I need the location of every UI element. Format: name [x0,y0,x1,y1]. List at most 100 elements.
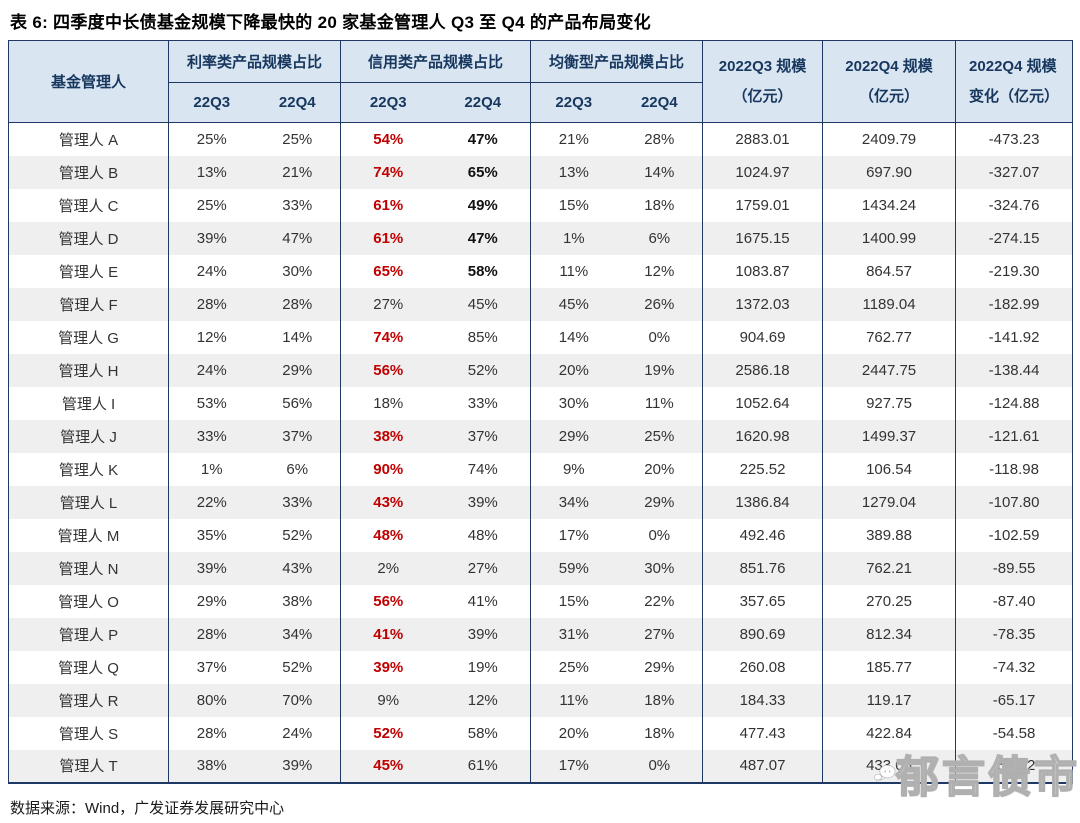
cell-credit-22q4: 49% [467,196,498,214]
cell-credit-22q3: 48% [340,518,436,552]
cell-scale-change: -141.92 [955,320,1073,354]
table-row: 管理人 F 28% 28% 27% 45% 45% 26% 1372.03 11… [8,287,1073,321]
cell-rate-22q4: 70% [282,691,313,709]
cell-scale-change: -219.30 [955,254,1073,288]
cell-balanced-22q4: 26% [644,295,675,313]
cell-rate-22q4: 29% [282,361,313,379]
cell-rate-22q3: 13% [168,155,255,189]
cell-credit-22q3: 90% [340,452,436,486]
cell-scale-change: -324.76 [955,188,1073,222]
cell-scale-2022q3: 2586.18 [702,353,823,387]
table-row: 管理人 Q 37% 52% 39% 19% 25% 29% 260.08 185… [9,650,1073,684]
cell-balanced-22q3: 20% [530,353,617,387]
cell-rate-22q4: 21% [282,163,313,181]
cell-scale-2022q4: 433.05 [822,749,956,783]
cell-credit-22q3: 27% [340,287,436,321]
cell-credit-22q4: 74% [467,460,498,478]
table-row: 管理人 O 29% 38% 56% 41% 15% 22% 357.65 270… [9,584,1073,618]
cell-manager-name: 管理人 T [59,758,118,775]
cell-credit-22q4: 27% [467,559,498,577]
header-group-balanced: 均衡型产品规模占比 [530,40,703,83]
table-row: 管理人 E 24% 30% 65% 58% 11% 12% 1083.87 86… [9,254,1073,288]
cell-scale-2022q4: 762.77 [822,320,956,354]
table-row: 管理人 D 39% 47% 61% 47% 1% 6% 1675.15 1400… [8,221,1073,255]
cell-scale-2022q4: 270.25 [822,584,956,618]
cell-rate-22q3: 35% [168,518,255,552]
cell-scale-2022q3: 1024.97 [702,155,823,189]
cell-balanced-22q4: 20% [644,460,675,478]
cell-rate-22q3: 28% [168,716,255,750]
header-credit-22q3: 22Q3 [340,82,436,123]
cell-rate-22q4: 37% [282,427,313,445]
cell-scale-change: -121.61 [955,419,1073,453]
cell-scale-2022q3: 487.07 [702,749,823,783]
cell-scale-change: -327.07 [955,155,1073,189]
cell-rate-22q4: 34% [282,625,313,643]
cell-scale-2022q3: 890.69 [702,617,823,651]
cell-scale-2022q3: 1386.84 [702,485,823,519]
cell-credit-22q4: 52% [467,361,498,379]
cell-rate-22q4: 33% [282,493,313,511]
cell-rate-22q4: 56% [282,394,313,412]
cell-credit-22q4: 48% [467,526,498,544]
cell-balanced-22q4: 22% [644,592,675,610]
cell-balanced-22q3: 31% [530,617,617,651]
cell-rate-22q4: 43% [282,559,313,577]
cell-scale-2022q3: 1083.87 [702,254,823,288]
cell-manager-name: 管理人 D [58,230,119,248]
cell-credit-22q3: 43% [340,485,436,519]
cell-credit-22q4: 65% [467,163,498,181]
cell-scale-2022q3: 851.76 [702,551,823,585]
header-group-rate: 利率类产品规模占比 [167,40,341,83]
cell-scale-change: -182.99 [955,287,1073,321]
cell-manager-name: 管理人 E [58,263,119,281]
header-rate-22q4: 22Q4 [254,82,341,123]
header-balanced-22q4: 22Q4 [616,82,703,123]
cell-manager-name: 管理人 A [58,131,119,149]
cell-rate-22q4: 6% [286,460,309,478]
cell-scale-2022q4: 927.75 [822,386,956,420]
cell-rate-22q4: 52% [282,658,313,676]
cell-credit-22q3: 74% [340,155,436,189]
cell-rate-22q3: 37% [168,650,255,684]
cell-rate-22q4: 24% [282,724,313,742]
cell-balanced-22q3: 34% [530,485,617,519]
cell-scale-2022q4: 1434.24 [822,188,956,222]
cell-rate-22q3: 1% [168,452,255,486]
cell-credit-22q3: 74% [340,320,436,354]
cell-balanced-22q4: 6% [648,229,671,247]
cell-balanced-22q3: 59% [530,551,617,585]
cell-rate-22q3: 12% [168,320,255,354]
cell-manager-name: 管理人 K [58,461,119,479]
header-fund-manager: 基金管理人 [8,40,169,123]
cell-manager-name: 管理人 P [58,626,119,644]
cell-scale-change: -274.15 [955,221,1073,255]
cell-balanced-22q3: 11% [530,254,617,288]
table-row: 管理人 H 24% 29% 56% 52% 20% 19% 2586.18 24… [8,353,1073,387]
cell-scale-change: -102.59 [955,518,1073,552]
cell-balanced-22q3: 17% [530,749,617,783]
cell-scale-2022q4: 1189.04 [822,287,956,321]
cell-credit-22q4: 12% [467,691,498,709]
cell-scale-2022q4: 106.54 [822,452,956,486]
cell-rate-22q3: 80% [168,683,255,717]
cell-credit-22q3: 38% [340,419,436,453]
cell-scale-2022q3: 1759.01 [702,188,823,222]
cell-balanced-22q3: 21% [530,122,617,156]
cell-rate-22q3: 38% [168,749,255,783]
cell-manager-name: 管理人 L [59,494,118,512]
cell-scale-2022q3: 1052.64 [702,386,823,420]
cell-balanced-22q4: 25% [644,427,675,445]
cell-balanced-22q3: 30% [530,386,617,420]
cell-manager-name: 管理人 N [58,560,119,578]
cell-manager-name: 管理人 S [58,725,119,743]
cell-scale-2022q4: 1499.37 [822,419,956,453]
cell-manager-name: 管理人 O [58,593,119,611]
table-title: 表 6: 四季度中长债基金规模下降最快的 20 家基金管理人 Q3 至 Q4 的… [10,13,651,32]
cell-credit-22q3: 9% [340,683,436,717]
cell-credit-22q3: 18% [340,386,436,420]
cell-scale-2022q3: 904.69 [702,320,823,354]
cell-rate-22q4: 33% [282,196,313,214]
cell-scale-change: -473.23 [955,122,1073,156]
cell-rate-22q4: 52% [282,526,313,544]
